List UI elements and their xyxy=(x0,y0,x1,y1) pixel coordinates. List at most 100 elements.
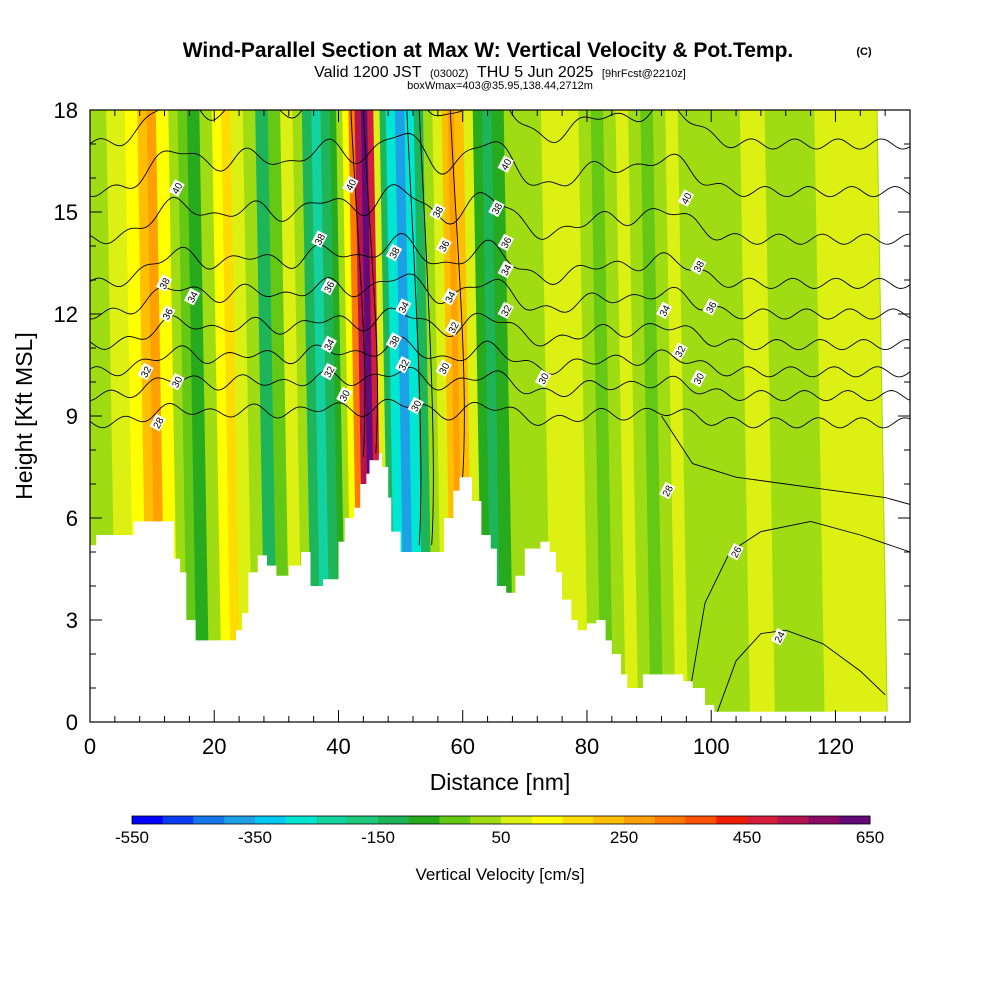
colorbar-swatch xyxy=(593,816,625,824)
velocity-band xyxy=(652,110,677,722)
velocity-band xyxy=(199,110,224,722)
contour-label: 30 xyxy=(336,386,353,405)
theta-contour xyxy=(90,366,910,402)
theta-contour xyxy=(90,110,910,150)
contour-label-bg xyxy=(497,233,514,252)
contour-label-text: 38 xyxy=(388,245,403,260)
colorbar-swatch xyxy=(716,816,748,824)
contour-label-bg xyxy=(677,189,695,207)
chart-subtitle: Valid 1200 JST (0300Z) THU 5 Jun 2025 [9… xyxy=(314,64,686,81)
contour-label-text: 30 xyxy=(410,398,425,413)
x-tick-label: 60 xyxy=(450,734,474,759)
velocity-band xyxy=(839,110,870,722)
velocity-band xyxy=(491,110,515,722)
velocity-band xyxy=(211,110,233,722)
contour-label: 38 xyxy=(311,230,328,248)
colorbar-swatch xyxy=(255,816,287,824)
velocity-band xyxy=(301,110,323,722)
y-tick-label: 15 xyxy=(54,200,78,225)
contour-label: 30 xyxy=(534,369,552,388)
colorbar-swatch xyxy=(347,816,379,824)
contour-label: 30 xyxy=(168,373,186,391)
contour-label-text: 40 xyxy=(500,157,515,172)
contour-label: 32 xyxy=(671,342,689,360)
theta-contour xyxy=(90,273,910,320)
contour-label: 38 xyxy=(429,203,446,221)
colorbar-swatch xyxy=(132,816,164,824)
contour-label-bg xyxy=(656,301,673,320)
velocity-band xyxy=(876,110,888,722)
contour-label: 40 xyxy=(342,175,359,194)
colorbar-swatch xyxy=(285,816,317,824)
contour-label-text: 32 xyxy=(674,344,689,359)
contour-label: 34 xyxy=(656,301,673,320)
x-tick-label: 120 xyxy=(817,734,854,759)
contour-label-text: 38 xyxy=(431,205,446,220)
contour-label: 40 xyxy=(168,179,186,197)
contour-label-bg xyxy=(168,179,185,197)
chart-title-block: Wind-Parallel Section at Max W: Vertical… xyxy=(183,39,872,92)
contour-label: 32 xyxy=(497,301,515,320)
colorbar-tick-label: 250 xyxy=(610,828,638,847)
contour-label-text: 30 xyxy=(692,371,707,386)
colorbar-swatch xyxy=(777,816,809,824)
x-tick-label: 0 xyxy=(84,734,96,759)
velocity-band xyxy=(320,110,342,722)
x-axis-label: Distance [nm] xyxy=(430,769,571,795)
chart-title: Wind-Parallel Section at Max W: Vertical… xyxy=(183,39,794,62)
contour-label: 30 xyxy=(690,369,707,388)
contour-label: 36 xyxy=(702,298,720,316)
contour-label: 28 xyxy=(659,481,676,500)
theta-contour xyxy=(716,629,886,712)
colorbar-tick-label: -550 xyxy=(115,828,149,847)
contour-label: 40 xyxy=(497,155,515,173)
contour-label: 26 xyxy=(727,543,745,561)
contour-label-bg xyxy=(671,342,688,360)
contour-label-text: 30 xyxy=(170,375,185,390)
velocity-band xyxy=(628,110,652,722)
contour-label: 30 xyxy=(435,359,453,377)
contour-label-bg xyxy=(168,373,185,391)
theta-contour xyxy=(90,233,910,289)
colorbar-swatch xyxy=(408,816,440,824)
valid-date: THU 5 Jun 2025 xyxy=(477,64,594,81)
theta-contour xyxy=(418,110,434,546)
contour-label-bg xyxy=(407,396,424,415)
velocity-band xyxy=(565,110,590,722)
colorbar-swatch xyxy=(839,816,871,824)
contour-label-text: 40 xyxy=(170,181,185,196)
contour-label-bg xyxy=(497,260,514,279)
contour-label-text: 30 xyxy=(338,388,353,403)
colorbar-swatch xyxy=(470,816,502,824)
contour-label: 32 xyxy=(320,362,338,381)
contour-label-text: 34 xyxy=(444,290,459,305)
contour-label-text: 32 xyxy=(139,364,154,379)
contour-label-text: 26 xyxy=(730,545,745,560)
contour-label-bg xyxy=(727,543,744,561)
y-tick-label: 9 xyxy=(66,404,78,429)
contour-label-bg xyxy=(342,175,359,194)
colorbar-tick-label: -150 xyxy=(361,828,395,847)
contour-label-bg xyxy=(435,359,452,377)
contour-label: 38 xyxy=(488,199,505,218)
contour-label-bg xyxy=(311,230,328,248)
contour-label: 34 xyxy=(183,288,201,306)
contour-label-bg xyxy=(320,335,337,354)
contour-label-bg xyxy=(155,274,173,292)
theta-contour xyxy=(350,110,366,457)
x-tick-label: 40 xyxy=(326,734,350,759)
x-tick-label: 100 xyxy=(693,734,730,759)
contour-label-text: 30 xyxy=(438,361,453,376)
contour-labels: 4038363432302840383634323038343832303836… xyxy=(137,155,788,646)
velocity-band xyxy=(665,110,689,722)
velocity-band xyxy=(714,110,752,722)
contour-label-bg xyxy=(336,386,353,405)
contour-label: 36 xyxy=(159,305,176,323)
contour-label-text: 36 xyxy=(161,307,176,322)
contour-label: 40 xyxy=(677,189,695,207)
contour-label-bg xyxy=(385,332,403,350)
colorbar-swatch xyxy=(224,816,256,824)
contour-label: 34 xyxy=(320,335,338,354)
contour-label: 32 xyxy=(395,356,412,374)
